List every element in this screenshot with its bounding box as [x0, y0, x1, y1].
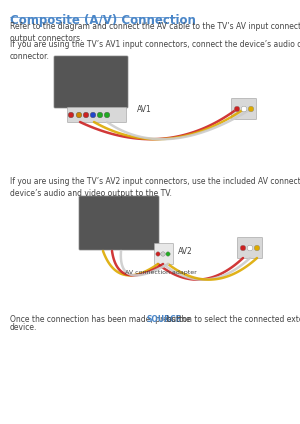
FancyBboxPatch shape	[238, 237, 262, 259]
Circle shape	[161, 252, 165, 256]
Circle shape	[68, 112, 74, 118]
Circle shape	[156, 252, 160, 256]
Text: device.: device.	[10, 323, 38, 332]
FancyBboxPatch shape	[79, 196, 159, 250]
Circle shape	[166, 252, 170, 256]
Text: Once the connection has been made, press the: Once the connection has been made, press…	[10, 315, 193, 324]
Circle shape	[90, 112, 96, 118]
Text: button to select the connected external: button to select the connected external	[164, 315, 300, 324]
Text: SOURCE: SOURCE	[146, 315, 181, 324]
Circle shape	[76, 112, 82, 118]
Circle shape	[97, 112, 103, 118]
Text: AV2: AV2	[178, 248, 193, 257]
Circle shape	[234, 106, 240, 112]
Circle shape	[240, 245, 246, 251]
Circle shape	[83, 112, 89, 118]
Circle shape	[254, 245, 260, 251]
FancyBboxPatch shape	[54, 56, 128, 108]
Text: If you are using the TV’s AV1 input connectors, connect the device’s audio outpu: If you are using the TV’s AV1 input conn…	[10, 40, 300, 61]
Text: Composite (A/V) Connection: Composite (A/V) Connection	[10, 14, 196, 27]
Circle shape	[104, 112, 110, 118]
Text: AV1: AV1	[137, 106, 152, 114]
FancyBboxPatch shape	[68, 108, 127, 123]
Text: If you are using the TV’s AV2 input connectors, use the included AV connection a: If you are using the TV’s AV2 input conn…	[10, 177, 300, 198]
Circle shape	[247, 245, 253, 251]
Circle shape	[248, 106, 254, 112]
Circle shape	[241, 106, 247, 112]
Text: AV connection adapter: AV connection adapter	[125, 270, 197, 275]
FancyBboxPatch shape	[154, 243, 173, 265]
Text: Refer to the diagram and connect the AV cable to the TV’s AV input connectors an: Refer to the diagram and connect the AV …	[10, 22, 300, 43]
FancyBboxPatch shape	[232, 98, 256, 120]
